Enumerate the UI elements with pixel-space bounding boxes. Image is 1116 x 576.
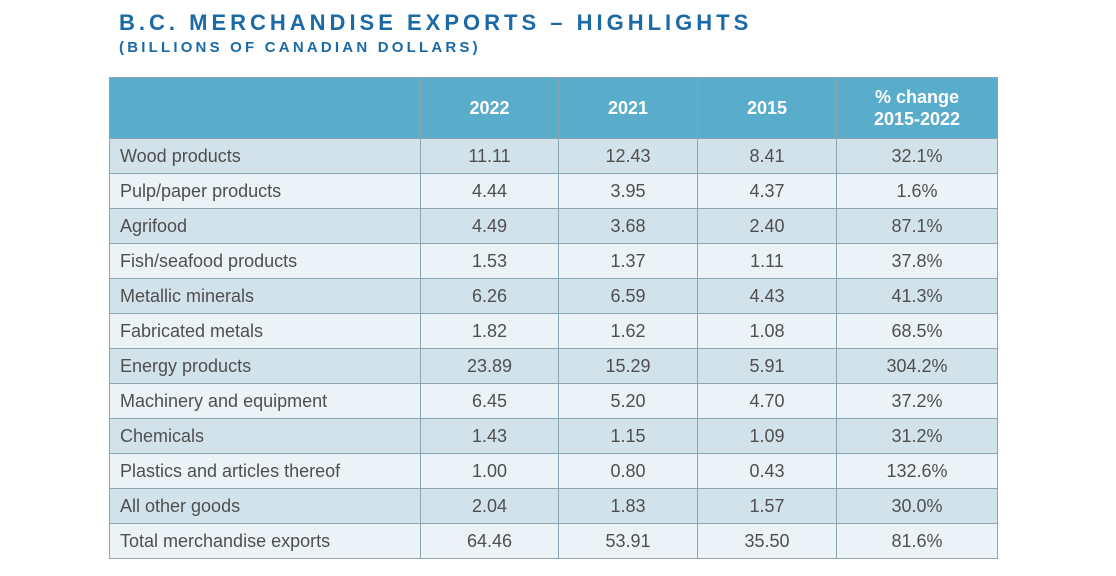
table-row: Pulp/paper products 4.44 3.95 4.37 1.6% xyxy=(109,173,998,209)
value-pct-change: 81.6% xyxy=(836,523,998,559)
row-label: Plastics and articles thereof xyxy=(109,453,421,489)
value-pct-change: 31.2% xyxy=(836,418,998,454)
row-label: Energy products xyxy=(109,348,421,384)
value-pct-change: 37.2% xyxy=(836,383,998,419)
value-2022: 1.82 xyxy=(420,313,559,349)
table-row: Chemicals 1.43 1.15 1.09 31.2% xyxy=(109,418,998,454)
value-2015: 8.41 xyxy=(697,138,837,174)
header-2015: 2015 xyxy=(697,77,837,139)
value-2022: 4.44 xyxy=(420,173,559,209)
value-2022: 11.11 xyxy=(420,138,559,174)
header-pct-change-line2: 2015-2022 xyxy=(873,109,961,129)
value-2021: 1.37 xyxy=(558,243,698,279)
table-row: Machinery and equipment 6.45 5.20 4.70 37.2% xyxy=(109,383,998,419)
table-row: Plastics and articles thereof 1.00 0.80 0.4… xyxy=(109,453,998,489)
table-row: Total merchandise exports 64.46 53.91 35.50… xyxy=(109,523,998,559)
table-row: Energy products 23.89 15.29 5.91 304.2% xyxy=(109,348,998,384)
value-2015: 2.40 xyxy=(697,208,837,244)
table-header-row: 2022 2021 2015 % change 2015-2022 xyxy=(109,77,998,139)
row-label: Wood products xyxy=(109,138,421,174)
header-2022: 2022 xyxy=(420,77,559,139)
value-pct-change: 1.6% xyxy=(836,173,998,209)
row-label: Metallic minerals xyxy=(109,278,421,314)
value-2021: 1.62 xyxy=(558,313,698,349)
value-pct-change: 304.2% xyxy=(836,348,998,384)
table-row: Agrifood 4.49 3.68 2.40 87.1% xyxy=(109,208,998,244)
value-2021: 15.29 xyxy=(558,348,698,384)
page-title: B.C. MERCHANDISE EXPORTS – HIGHLIGHTS xyxy=(119,10,753,35)
value-2022: 2.04 xyxy=(420,488,559,524)
value-2021: 5.20 xyxy=(558,383,698,419)
value-2022: 4.49 xyxy=(420,208,559,244)
value-2021: 6.59 xyxy=(558,278,698,314)
table-row: Fish/seafood products 1.53 1.37 1.11 37.8% xyxy=(109,243,998,279)
value-2015: 1.11 xyxy=(697,243,837,279)
row-label: Agrifood xyxy=(109,208,421,244)
table-row: All other goods 2.04 1.83 1.57 30.0% xyxy=(109,488,998,524)
row-label: Machinery and equipment xyxy=(109,383,421,419)
row-label: Pulp/paper products xyxy=(109,173,421,209)
value-2015: 4.37 xyxy=(697,173,837,209)
row-label: All other goods xyxy=(109,488,421,524)
value-pct-change: 41.3% xyxy=(836,278,998,314)
page-subtitle: (BILLIONS OF CANADIAN DOLLARS) xyxy=(119,39,481,56)
table-body: Wood products 11.11 12.43 8.41 32.1% Pulp/pap… xyxy=(109,138,998,559)
table-row: Wood products 11.11 12.43 8.41 32.1% xyxy=(109,138,998,174)
value-2015: 0.43 xyxy=(697,453,837,489)
value-2015: 1.09 xyxy=(697,418,837,454)
value-2022: 6.45 xyxy=(420,383,559,419)
value-2021: 3.95 xyxy=(558,173,698,209)
value-2022: 1.43 xyxy=(420,418,559,454)
row-label: Total merchandise exports xyxy=(109,523,421,559)
value-2021: 1.83 xyxy=(558,488,698,524)
value-2021: 12.43 xyxy=(558,138,698,174)
table-row: Fabricated metals 1.82 1.62 1.08 68.5% xyxy=(109,313,998,349)
header-pct-change-line1: % change xyxy=(874,87,960,107)
row-label: Fish/seafood products xyxy=(109,243,421,279)
value-2021: 3.68 xyxy=(558,208,698,244)
value-2015: 1.08 xyxy=(697,313,837,349)
header-2021: 2021 xyxy=(558,77,698,139)
value-pct-change: 30.0% xyxy=(836,488,998,524)
table-row: Metallic minerals 6.26 6.59 4.43 41.3% xyxy=(109,278,998,314)
row-label: Fabricated metals xyxy=(109,313,421,349)
value-2015: 1.57 xyxy=(697,488,837,524)
value-2022: 64.46 xyxy=(420,523,559,559)
value-pct-change: 68.5% xyxy=(836,313,998,349)
value-pct-change: 87.1% xyxy=(836,208,998,244)
header-category xyxy=(109,77,421,139)
value-pct-change: 37.8% xyxy=(836,243,998,279)
value-2022: 1.53 xyxy=(420,243,559,279)
value-pct-change: 132.6% xyxy=(836,453,998,489)
value-2015: 4.43 xyxy=(697,278,837,314)
value-2015: 5.91 xyxy=(697,348,837,384)
value-2015: 35.50 xyxy=(697,523,837,559)
value-2022: 6.26 xyxy=(420,278,559,314)
value-2022: 23.89 xyxy=(420,348,559,384)
header-pct-change: % change 2015-2022 xyxy=(836,77,998,139)
row-label: Chemicals xyxy=(109,418,421,454)
value-2021: 53.91 xyxy=(558,523,698,559)
exports-table: 2022 2021 2015 % change 2015-2022 Wood p… xyxy=(109,77,998,559)
value-2015: 4.70 xyxy=(697,383,837,419)
value-2021: 1.15 xyxy=(558,418,698,454)
value-2022: 1.00 xyxy=(420,453,559,489)
value-2021: 0.80 xyxy=(558,453,698,489)
value-pct-change: 32.1% xyxy=(836,138,998,174)
